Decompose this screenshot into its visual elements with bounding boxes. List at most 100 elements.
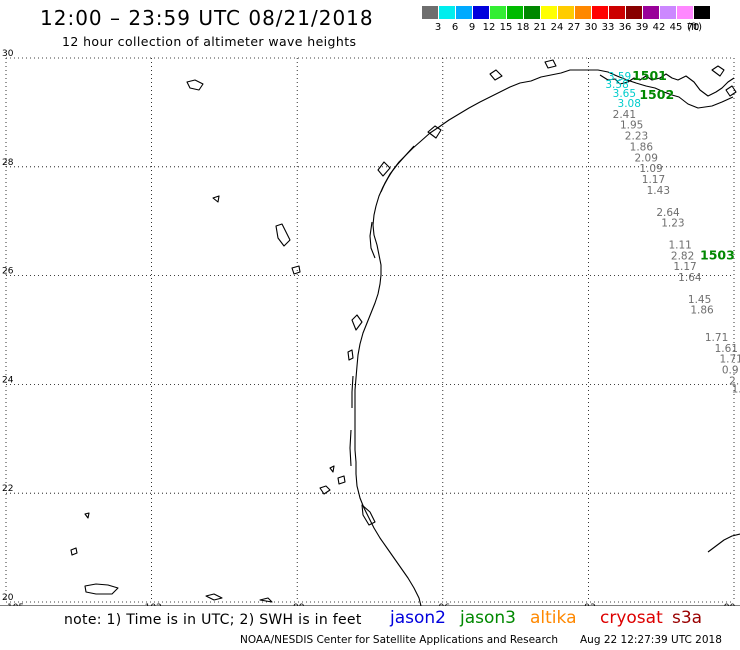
scale-swatch	[422, 6, 439, 19]
generated-timestamp: Aug 22 12:27:39 UTC 2018	[580, 634, 722, 646]
swh-value-label: 1.95	[620, 120, 643, 132]
inland-water	[212, 195, 220, 203]
satellite-legend-jason2: jason2	[390, 608, 446, 628]
mississippi-delta	[599, 73, 735, 97]
inland-water	[347, 349, 354, 361]
latitude-tick-label: 24	[2, 375, 14, 385]
swh-value-label: 1.71	[705, 332, 728, 344]
bay-outline	[361, 504, 376, 526]
delta-islands	[711, 65, 737, 97]
swh-value-label: 2.23	[625, 131, 648, 143]
scale-swatch	[575, 6, 592, 19]
satellite-legend-jason3: jason3	[460, 608, 516, 628]
inland-water	[84, 512, 90, 519]
wave-height-observations: 3.593.583.653.082.411.952.231.862.091.09…	[605, 71, 740, 396]
swh-value-label: 2.09	[635, 152, 658, 164]
scale-label: 70	[686, 22, 700, 33]
scale-label: 42	[652, 22, 666, 33]
swh-value-label: 2.41	[613, 109, 636, 121]
swh-value-label: 3.58	[605, 79, 628, 91]
longitude-tick-label: -105	[4, 603, 24, 606]
inland-water	[259, 597, 273, 603]
swh-value-label: 1.61	[715, 343, 738, 355]
bay-outline	[377, 161, 391, 177]
pass-number-labels: 1501 1502 1503	[632, 68, 735, 263]
satellite-legend-cryosat: cryosat	[600, 608, 663, 628]
map-title: 12:00 – 23:59 UTC 08/21/2018	[40, 6, 374, 30]
longitude-tick-label: -96	[435, 603, 450, 606]
inland-water	[329, 465, 335, 473]
inland-water	[291, 265, 301, 275]
swh-value-label: 1.23	[661, 218, 684, 230]
swh-value-label: 1.09	[639, 163, 662, 175]
gulf-coastline	[354, 69, 734, 606]
scale-swatch	[694, 6, 711, 19]
footer-note: note: 1) Time is in UTC; 2) SWH is in fe…	[64, 612, 362, 628]
swh-value-label: 1.43	[647, 185, 670, 197]
latitude-tick-label: 26	[2, 267, 14, 277]
scale-label: 30	[584, 22, 598, 33]
swh-value-label: 3.65	[613, 88, 636, 100]
scale-swatch	[643, 6, 660, 19]
longitude-tick-label: -102	[141, 603, 161, 606]
swh-value-label: 1.86	[630, 141, 654, 153]
scale-swatch	[592, 6, 609, 19]
map-subtitle: 12 hour collection of altimeter wave hei…	[62, 34, 357, 49]
scale-label: 36	[618, 22, 632, 33]
inland-water	[319, 485, 331, 495]
swh-value-label: 0.9	[722, 365, 739, 377]
pass-number-label: 1502	[639, 87, 674, 102]
inland-water	[84, 583, 119, 595]
scale-label: 3	[434, 22, 442, 33]
barrier-island	[369, 221, 376, 259]
inland-water	[205, 593, 223, 601]
longitude-tick-label: -99	[290, 603, 305, 606]
barrier-island	[351, 375, 354, 408]
footer: note: 1) Time is in UTC; 2) SWH is in fe…	[0, 606, 740, 650]
scale-swatch	[507, 6, 524, 19]
scale-label: 45	[669, 22, 683, 33]
inland-water	[275, 223, 291, 247]
inland-water	[186, 79, 204, 91]
swh-value-label: 2.	[729, 375, 739, 387]
lat-lon-grid: -105 -102 -99 -96 -93 -90 30 28 26 24 22 20	[2, 49, 736, 606]
pass-number-label: 1503	[700, 247, 735, 262]
swh-value-label: 2.82	[671, 250, 694, 262]
swh-value-label: 1.17	[642, 174, 665, 186]
scale-swatch	[490, 6, 507, 19]
scale-swatch	[456, 6, 473, 19]
coastline	[70, 59, 740, 606]
scale-swatch	[541, 6, 558, 19]
satellite-legend-altika: altika	[530, 608, 577, 628]
scale-label: 33	[601, 22, 615, 33]
inland-water	[70, 547, 78, 556]
swh-value-label: 2.64	[656, 207, 680, 219]
scale-swatch	[677, 6, 694, 19]
swh-value-label: 1.17	[673, 261, 696, 273]
scale-label: 6	[451, 22, 459, 33]
longitude-tick-label: -90	[721, 603, 736, 606]
swh-value-label: 1.	[732, 384, 740, 396]
scale-swatch	[609, 6, 626, 19]
latitude-tick-label: 22	[2, 484, 13, 494]
bay-outline	[351, 314, 363, 331]
longitude-tick-label: -93	[581, 603, 596, 606]
inland-water	[489, 69, 503, 81]
scale-label: 39	[635, 22, 649, 33]
swh-value-label: 1.45	[688, 294, 711, 306]
inland-water	[544, 59, 557, 69]
scale-swatch	[473, 6, 490, 19]
inland-water	[707, 533, 740, 553]
scale-label: 27	[567, 22, 581, 33]
latitude-tick-label: 20	[2, 593, 14, 603]
scale-swatch	[626, 6, 643, 19]
scale-unit-label: (ft)	[687, 22, 703, 33]
scale-swatch	[660, 6, 677, 19]
swh-value-label: 1.86	[690, 305, 714, 317]
swh-value-label: 1.11	[668, 239, 691, 251]
satellite-legend-s3a: s3a	[672, 608, 703, 628]
swh-value-label: 3.08	[618, 98, 641, 110]
bay-outline	[427, 125, 442, 139]
scale-swatch	[558, 6, 575, 19]
scale-label: 12	[482, 22, 496, 33]
